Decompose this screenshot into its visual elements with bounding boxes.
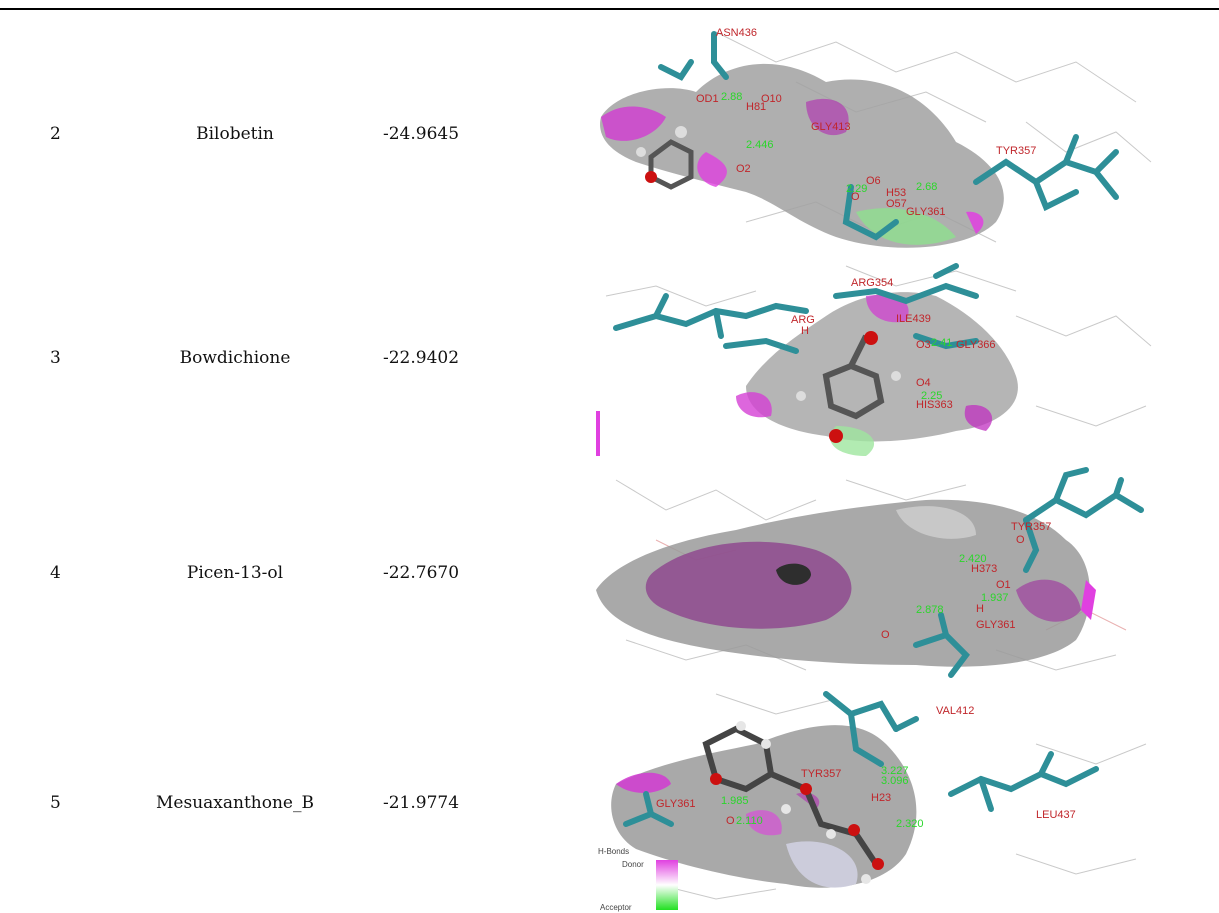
svg-text:2.320: 2.320 [896,818,924,830]
compound-name: Mesuaxanthone_B [156,793,314,813]
legend-donor: Donor [622,860,644,869]
svg-text:GLY361: GLY361 [906,206,946,218]
svg-text:O57: O57 [886,198,907,210]
svg-text:TYR357: TYR357 [1011,521,1051,533]
compound-number: 2 [50,124,61,144]
legend-gradient-bar [656,860,678,910]
table-top-rule [0,8,1219,10]
docking-image-bowdichione: ARG354 ARG H ILE439 GLY366 O3 O4 HIS363 2.41 2.2… [596,256,1156,460]
svg-text:H: H [976,603,984,615]
legend-acceptor: Acceptor [600,903,632,912]
protein-surface [746,292,1018,442]
svg-text:H: H [801,325,809,337]
svg-text:O3: O3 [916,339,931,351]
svg-text:1.985: 1.985 [721,795,749,807]
svg-text:HIS363: HIS363 [916,399,953,411]
svg-text:GLY366: GLY366 [956,339,996,351]
compound-number: 3 [50,348,61,368]
svg-text:1.937: 1.937 [981,592,1009,604]
svg-text:GLY361: GLY361 [976,619,1016,631]
docking-score: -22.7670 [383,563,460,583]
svg-text:ASN436: ASN436 [716,27,757,39]
svg-text:2.41: 2.41 [931,337,952,349]
svg-text:O: O [881,629,890,641]
svg-text:2.110: 2.110 [736,815,763,827]
svg-text:O: O [851,191,860,203]
svg-text:O: O [726,815,735,827]
svg-text:2.420: 2.420 [959,553,987,565]
svg-text:O1: O1 [996,579,1011,591]
compound-name: Picen-13-ol [186,563,284,583]
svg-text:H373: H373 [971,563,997,575]
svg-text:LEU437: LEU437 [1036,809,1076,821]
protein-surface [611,725,917,888]
docking-image-mesuaxanthone-b: VAL412 TYR357 H23 LEU437 GLY361 O 3.227 3.096 1… [596,684,1156,912]
docking-score: -21.9774 [383,793,460,813]
svg-text:2.878: 2.878 [916,604,944,616]
protein-surface [600,63,1004,248]
svg-text:TYR357: TYR357 [801,768,841,780]
svg-text:H23: H23 [871,792,891,804]
svg-text:3.096: 3.096 [881,775,909,787]
svg-text:O: O [1016,534,1025,546]
svg-text:2.88: 2.88 [721,91,742,103]
svg-text:O4: O4 [916,377,931,389]
svg-text:GLY413: GLY413 [811,121,851,133]
docking-score: -22.9402 [383,348,460,368]
svg-text:GLY361: GLY361 [656,798,696,810]
svg-text:2.25: 2.25 [921,390,942,402]
svg-text:ARG354: ARG354 [851,277,893,289]
svg-text:2.29: 2.29 [846,183,867,195]
svg-text:ILE439: ILE439 [896,313,931,325]
docking-image-picen-13-ol: TYR357 O H373 O1 H GLY361 O 2.420 1.937 2.878 [596,460,1156,682]
compound-number: 5 [50,793,61,813]
legend-title: H-Bonds [598,847,629,856]
svg-text:2.68: 2.68 [916,181,937,193]
svg-text:2.446: 2.446 [746,139,774,151]
svg-text:3.227: 3.227 [881,765,909,777]
svg-text:ARG: ARG [791,314,815,326]
svg-text:O2: O2 [736,163,751,175]
compound-name: Bilobetin [196,124,274,144]
docking-image-bilobetin: ASN436 GLY413 TYR357 GLY361 OD1 O10 H81 O2 O6 H53… [596,22,1156,254]
hbond-legend: H-Bonds Donor Acceptor [598,847,678,912]
svg-text:O6: O6 [866,175,881,187]
docking-score: -24.9645 [383,124,460,144]
compound-number: 4 [50,563,61,583]
svg-text:OD1: OD1 [696,93,719,105]
svg-text:TYR357: TYR357 [996,145,1036,157]
svg-text:O10: O10 [761,93,782,105]
svg-text:VAL412: VAL412 [936,705,974,717]
svg-text:H81: H81 [746,101,766,113]
compound-name: Bowdichione [179,348,291,368]
svg-text:H53: H53 [886,187,906,199]
